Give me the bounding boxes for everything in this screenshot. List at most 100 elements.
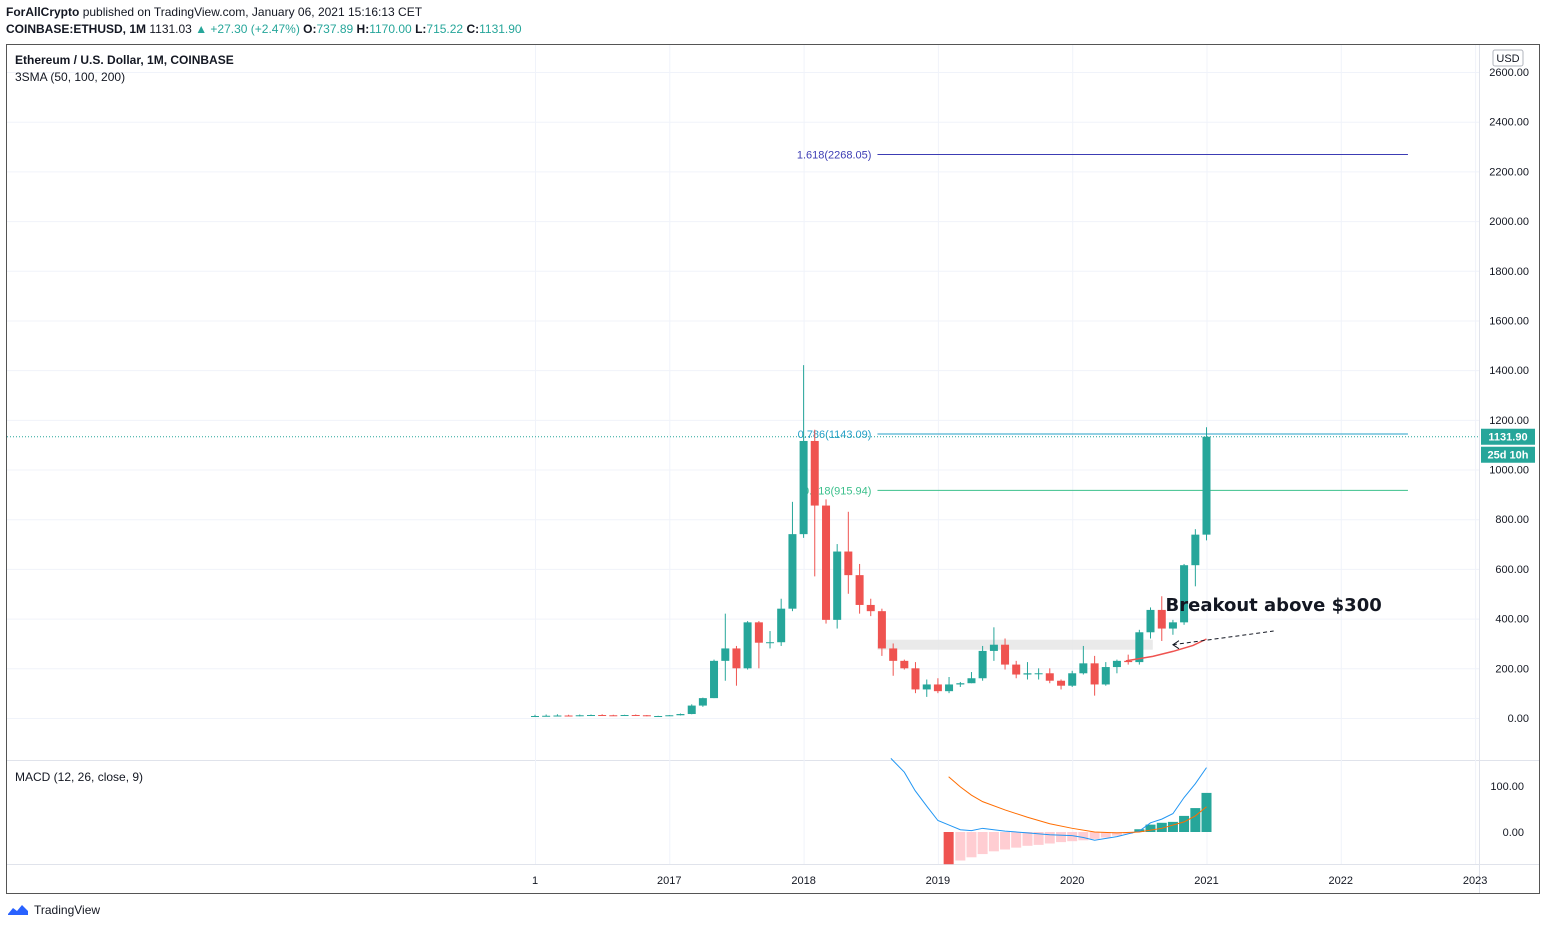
footer-brand[interactable]: TradingView <box>34 903 101 917</box>
macd-histogram-bar <box>1089 832 1100 839</box>
candle-body <box>642 715 651 717</box>
candle-body <box>877 611 886 649</box>
breakout-annotation: Breakout above $300 <box>1166 595 1382 616</box>
candle-body <box>575 715 584 717</box>
candle-body <box>1146 609 1155 633</box>
countdown-tag <box>1481 446 1535 463</box>
macd-title: MACD (12, 26, close, 9) <box>15 770 143 784</box>
currency-badge[interactable] <box>1492 49 1524 67</box>
candle-body <box>1079 663 1088 674</box>
price-tick-label: 1800.00 <box>1489 266 1529 278</box>
tradingview-logo-icon <box>8 905 28 915</box>
candle-body <box>1034 673 1043 675</box>
fib-levels-layer: 1.618(2268.05) 0.786(1143.09) 0.618(915.94… <box>7 149 1479 497</box>
candle-body <box>1157 609 1166 629</box>
candle-body <box>710 660 719 699</box>
macd-line <box>890 758 1207 841</box>
macd-histogram-bar <box>1056 832 1067 843</box>
candle-body <box>889 648 898 661</box>
time-tick-label: 2017 <box>657 875 681 887</box>
macd-histogram-bar <box>1201 792 1212 832</box>
macd-histogram-bar <box>1078 832 1089 841</box>
candle-body <box>967 678 976 684</box>
current-price-label: 1131.90 <box>1488 432 1527 444</box>
candle-body <box>553 715 562 717</box>
price-axis[interactable]: 2600.00 2400.00 2200.00 2000.00 1800.00 1600.… <box>1481 67 1535 839</box>
candle-body <box>822 505 831 620</box>
macd-histogram-bar <box>955 832 966 861</box>
current-price-tag <box>1481 428 1535 445</box>
macd-histogram-bar <box>943 832 954 865</box>
candle-body <box>1045 673 1054 681</box>
symbol-header: COINBASE:ETHUSD, 1M 1131.03 ▲ +27.30 (+2… <box>6 22 522 36</box>
price-tick-label: 800.00 <box>1495 514 1529 526</box>
candle-body <box>788 534 797 609</box>
macd-histogram-bar <box>1044 832 1055 844</box>
arrow-head-icon <box>1172 640 1180 650</box>
price-tick-label: 2400.00 <box>1489 117 1529 129</box>
candle-body <box>799 440 808 535</box>
candle-body <box>1191 534 1200 566</box>
candle-body <box>1001 644 1010 665</box>
publish-header: ForAllCrypto published on TradingView.co… <box>6 5 422 19</box>
macd-histogram-bar <box>977 832 988 855</box>
candle-body <box>698 698 707 706</box>
candle-body <box>911 668 920 690</box>
candle-body <box>1057 680 1066 686</box>
macd-histogram-bar <box>1190 808 1201 832</box>
time-tick-label: 2023 <box>1463 875 1487 887</box>
time-tick-label: 2022 <box>1329 875 1353 887</box>
high-label: H: <box>356 22 370 36</box>
trend-line <box>1172 630 1274 646</box>
publish-info: published on TradingView.com, January 06… <box>82 5 423 19</box>
time-tick-label: 2019 <box>926 875 950 887</box>
author-name[interactable]: ForAllCrypto <box>6 5 80 19</box>
candle-body <box>1112 660 1121 668</box>
low-value: 715.22 <box>426 22 464 36</box>
candle-body <box>687 705 696 715</box>
open-value: 737.89 <box>316 22 354 36</box>
time-axis[interactable]: 1 2017 2018 2019 2020 2021 2022 2023 <box>532 875 1487 887</box>
candle-body <box>754 622 763 643</box>
candle-body <box>844 551 853 576</box>
fib-level-label: 0.786(1143.09) <box>798 429 872 441</box>
candle-body <box>531 716 539 718</box>
close-label: C: <box>466 22 480 36</box>
last-price: 1131.03 <box>149 22 192 36</box>
time-tick-label: 2018 <box>791 875 815 887</box>
open-label: O: <box>303 22 317 36</box>
price-tick-label: 2600.00 <box>1489 67 1529 79</box>
candle-body <box>676 714 685 716</box>
macd-histogram-bar <box>1179 815 1190 832</box>
price-tick-label: 1000.00 <box>1489 465 1529 477</box>
candle-body <box>1168 622 1177 629</box>
price-tick-label: 200.00 <box>1495 663 1529 675</box>
candle-body <box>1090 663 1099 685</box>
candle-body <box>609 715 618 717</box>
candle-body <box>945 684 954 692</box>
candle-body <box>978 650 987 679</box>
symbol-label: COINBASE:ETHUSD, 1M <box>6 22 147 36</box>
macd-histogram-bar <box>966 832 977 858</box>
macd-histogram-bar <box>1156 822 1167 832</box>
macd-histogram-bar <box>1000 832 1011 850</box>
macd-layer <box>890 758 1212 865</box>
sma-line <box>1125 638 1207 662</box>
grid-lines <box>7 45 1479 864</box>
macd-histogram-bar <box>1011 832 1022 848</box>
price-tick-label: 600.00 <box>1495 564 1529 576</box>
countdown-label: 25d 10h <box>1488 450 1529 462</box>
macd-tick-label: 100.00 <box>1490 781 1524 793</box>
chart-title: Ethereum / U.S. Dollar, 1M, COINBASE <box>15 53 234 67</box>
macd-histogram-bar <box>1022 832 1033 846</box>
candle-body <box>922 684 931 690</box>
price-tick-label: 1400.00 <box>1489 365 1529 377</box>
macd-histogram-bar <box>1033 832 1044 845</box>
candle-body <box>542 715 551 717</box>
sma-layer <box>1125 638 1207 662</box>
macd-tick-label: 0.00 <box>1503 827 1524 839</box>
candle-body <box>766 642 775 644</box>
candle-body <box>989 644 998 651</box>
candle-body <box>598 715 607 717</box>
